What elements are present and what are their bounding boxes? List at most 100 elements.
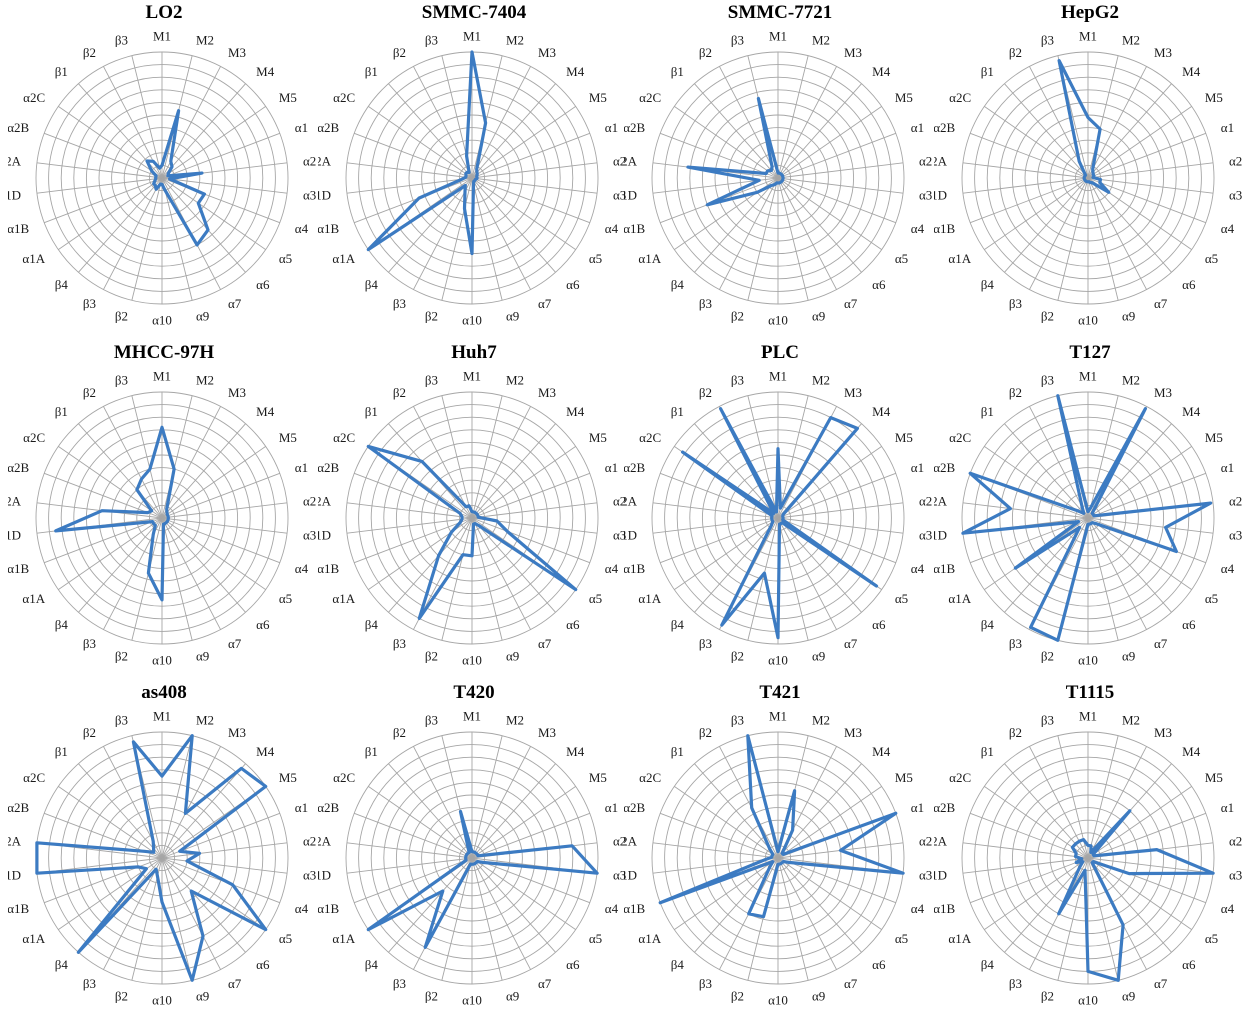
grid-spoke [58, 106, 163, 179]
axis-label: M3 [1154, 725, 1172, 740]
axis-label: α2B [318, 460, 340, 475]
grid-spoke [777, 446, 882, 519]
axis-label: M4 [566, 744, 585, 759]
series-line [145, 109, 210, 247]
axis-label: α6 [872, 957, 886, 972]
radar-panel: HepG2 M1 M2 M3 M4 M5 α1 α2 α3 α4 α5 α6 α7 α9 α10 β2 β3 β4… [934, 0, 1246, 340]
axis-label: α1A [948, 591, 971, 606]
grid-spoke [970, 517, 1089, 564]
chart-title: Huh7 [451, 342, 497, 363]
grid-spoke [962, 502, 1089, 519]
grid-spoke [471, 66, 531, 179]
axis-label: α1B [624, 561, 646, 576]
axis-label: α1A [638, 591, 661, 606]
grid-spoke [1087, 857, 1192, 930]
axis-label: M5 [895, 770, 913, 785]
axis-label: β3 [1009, 296, 1022, 311]
axis-label: α1 [911, 460, 924, 475]
axis-label: α1 [1221, 460, 1234, 475]
grid-spoke [1087, 177, 1119, 301]
grid-spoke [1087, 746, 1147, 859]
axis-label: α2C [333, 770, 355, 785]
axis-label: β4 [365, 277, 379, 292]
axis-label: α1B [8, 561, 30, 576]
axis-label: M3 [228, 45, 246, 60]
grid-spoke [58, 177, 163, 250]
axis-label: α3 [919, 528, 932, 543]
grid-spoke [161, 406, 221, 519]
axis-label: α2C [23, 430, 45, 445]
axis-label: M3 [228, 385, 246, 400]
axis-label: M4 [872, 744, 891, 759]
grid-spoke [161, 857, 193, 981]
grid-spoke [777, 517, 904, 534]
axis-label: α2A [318, 833, 332, 848]
grid-spoke [747, 517, 779, 641]
axis-label: β2 [699, 725, 712, 740]
grid-spoke [1087, 177, 1214, 194]
grid-spoke [471, 177, 503, 301]
axis-label: α1D [624, 868, 637, 883]
grid-spoke [161, 106, 266, 179]
chart-title: MHCC-97H [113, 342, 215, 363]
axis-label: M1 [463, 369, 481, 384]
axis-label: M4 [256, 404, 275, 419]
grid-spoke [777, 517, 896, 564]
axis-label: β1 [981, 404, 994, 419]
grid-spoke [1087, 812, 1206, 859]
grid-spoke [1057, 735, 1089, 859]
grid-spoke [660, 472, 779, 519]
axis-label: β3 [1009, 976, 1022, 991]
axis-label: α2C [949, 770, 971, 785]
axis-label: β1 [981, 64, 994, 79]
axis-label: M5 [1205, 430, 1223, 445]
axis-label: α5 [1205, 931, 1218, 946]
axis-label: α2C [639, 430, 661, 445]
axis-label: α9 [812, 988, 825, 1003]
axis-label: α6 [566, 957, 580, 972]
grid-spoke [1087, 857, 1119, 981]
grid-spoke [36, 162, 163, 179]
axis-label: β3 [731, 373, 744, 388]
axis-label: α2A [934, 493, 948, 508]
axis-label: β3 [699, 976, 712, 991]
axis-label: β2 [1009, 385, 1022, 400]
radar-panel: T127 M1 M2 M3 M4 M5 α1 α2 α3 α4 α5 α6 α7 α9 α10 β2 β3 β4 α… [934, 340, 1246, 680]
grid-spoke [388, 177, 473, 273]
grid-spoke [962, 857, 1089, 874]
grid-spoke [1087, 517, 1119, 641]
grid-spoke [44, 132, 163, 179]
radar-panel: T1115 M1 M2 M3 M4 M5 α1 α2 α3 α4 α5 α6 α7 α9 α10 β2 β3 β4… [934, 680, 1246, 1020]
axis-label: α1D [934, 188, 947, 203]
grid-spoke [777, 472, 896, 519]
axis-label: α1B [318, 901, 340, 916]
axis-label: α4 [295, 901, 309, 916]
axis-label: β4 [55, 617, 69, 632]
grid-spoke [1087, 177, 1147, 290]
grid-spoke [346, 517, 473, 534]
grid-spoke [1057, 857, 1089, 981]
axis-label: β3 [393, 296, 406, 311]
axis-label: β3 [699, 296, 712, 311]
axis-label: α3 [919, 188, 932, 203]
axis-label: β4 [671, 617, 685, 632]
axis-label: α4 [605, 901, 619, 916]
grid-spoke [58, 786, 163, 859]
axis-label: M4 [566, 64, 585, 79]
axis-label: M2 [812, 33, 830, 48]
chart-title: PLC [761, 342, 799, 363]
axis-label: β2 [1041, 988, 1054, 1003]
axis-label: α9 [1122, 988, 1135, 1003]
grid-spoke [471, 177, 576, 250]
axis-label: β2 [699, 45, 712, 60]
grid-spoke [1029, 746, 1089, 859]
axis-label: α3 [303, 188, 316, 203]
axis-label: M3 [538, 45, 556, 60]
grid-spoke [161, 517, 221, 630]
grid-spoke [78, 763, 163, 859]
grid-spoke [413, 66, 473, 179]
axis-label: α1 [911, 120, 924, 135]
